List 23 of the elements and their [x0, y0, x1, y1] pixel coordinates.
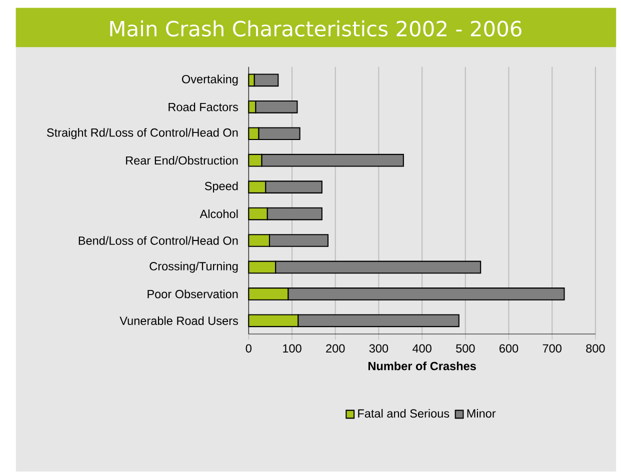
x-tick-label: 600: [500, 344, 518, 353]
legend-label: Fatal and Serious: [358, 409, 450, 418]
x-tick-label: 400: [412, 344, 432, 353]
x-tick-label: 800: [586, 344, 605, 353]
x-tick-label: 500: [456, 344, 475, 353]
x-tick-label: 700: [542, 344, 562, 353]
x-tick-label: 200: [326, 344, 345, 353]
y-tick-label: Vunerable Road Users: [120, 316, 238, 326]
y-tick-label: Bend/Loss of Control/Head On: [78, 236, 238, 246]
y-tick-label: Overtaking: [182, 74, 238, 86]
legend-label: Minor: [467, 409, 496, 418]
y-tick-label: Rear End/Obstruction: [126, 156, 238, 165]
x-tick-label: 300: [369, 344, 388, 353]
x-tick-label: 0: [246, 344, 252, 353]
chart-title: Main Crash Characteristics 2002 - 2006: [110, 20, 522, 37]
y-tick-label: Speed: [204, 182, 238, 193]
y-tick-label: Poor Observation: [148, 290, 238, 298]
y-tick-label: Crossing/Turning: [150, 262, 238, 273]
x-tick-label: 100: [283, 344, 302, 353]
y-tick-label: Road Factors: [168, 102, 238, 112]
y-tick-label: Alcohol: [200, 210, 238, 218]
x-axis-title: Number of Crashes: [368, 362, 476, 370]
y-tick-label: Straight Rd/Loss of Control/Head On: [46, 128, 238, 140]
